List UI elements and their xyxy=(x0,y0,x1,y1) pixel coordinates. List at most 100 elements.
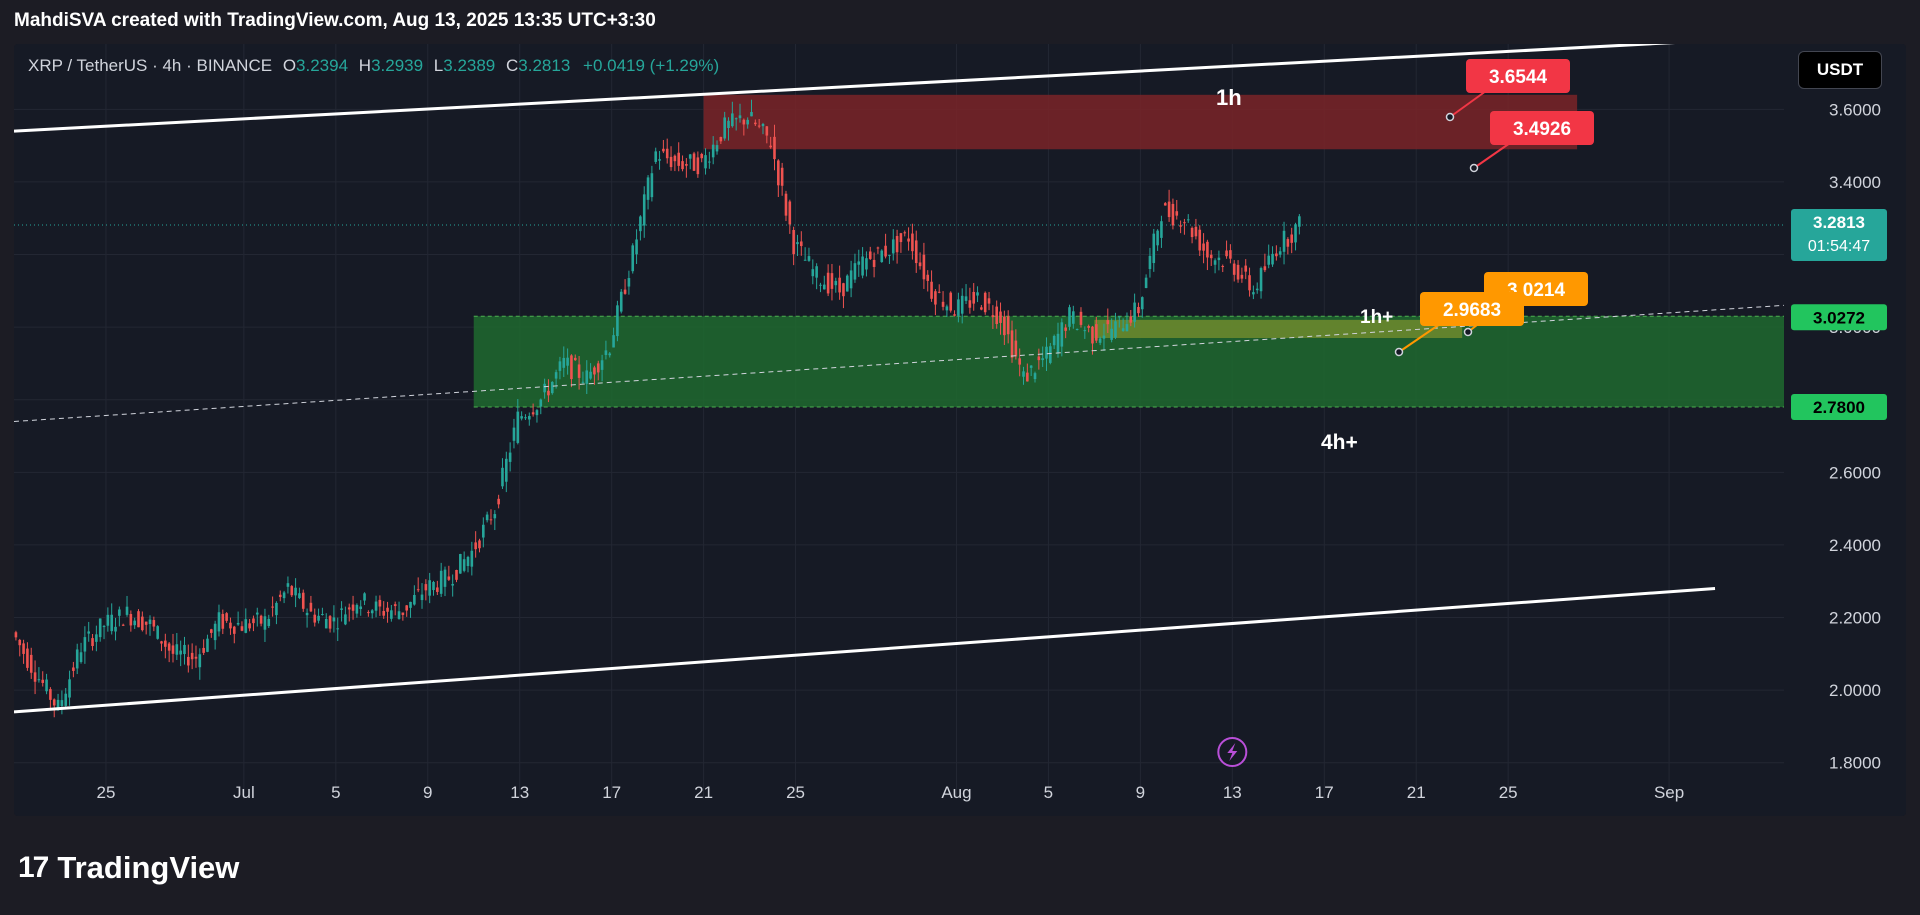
candle-body xyxy=(255,612,259,615)
candle-body xyxy=(1167,201,1171,218)
candle-body xyxy=(769,145,772,148)
candle-body xyxy=(485,514,489,521)
candle-body xyxy=(711,144,715,158)
candle-body xyxy=(505,458,508,482)
candle-body xyxy=(278,594,282,597)
small-zone xyxy=(1094,319,1463,339)
candle-body xyxy=(432,582,435,591)
candle-body xyxy=(792,230,795,255)
candle-body xyxy=(1232,263,1236,275)
candle-body xyxy=(1140,297,1144,310)
candle-body xyxy=(252,618,255,624)
candle-body xyxy=(18,639,22,646)
candle-body xyxy=(1137,307,1140,314)
candle-body xyxy=(899,233,903,243)
candle-body xyxy=(788,201,792,225)
candle-body xyxy=(190,652,194,660)
y-tick-label-7: 2.2000 xyxy=(1829,609,1881,628)
candle-body xyxy=(1282,230,1286,252)
candle-body xyxy=(1152,233,1156,264)
candle-body xyxy=(114,626,117,632)
candle-body xyxy=(907,238,910,242)
candle-body xyxy=(566,357,569,366)
candle-body xyxy=(1083,330,1087,332)
candle-body xyxy=(271,606,274,608)
candle-body xyxy=(1183,222,1186,224)
price-chart[interactable]: 3.65443.49263.02142.96831h1h+4h+3.60003.… xyxy=(14,44,1906,816)
candle-body xyxy=(424,584,428,591)
candle-body xyxy=(470,550,474,567)
candle-body xyxy=(822,284,826,290)
low-value: 3.2389 xyxy=(443,56,496,75)
high-value: 3.2939 xyxy=(371,56,424,75)
candle-body xyxy=(884,245,887,257)
candle-body xyxy=(1236,264,1240,280)
candle-body xyxy=(313,614,317,623)
candle-body xyxy=(148,619,152,625)
currency-button[interactable]: USDT xyxy=(1798,51,1882,89)
candle-body xyxy=(370,610,374,614)
candle-body xyxy=(144,621,148,625)
channel-lower-line xyxy=(14,586,1716,714)
candle-body xyxy=(393,604,397,607)
candle-body xyxy=(447,576,451,580)
candle-body xyxy=(156,626,159,639)
candle-body xyxy=(1022,371,1025,377)
candle-body xyxy=(535,410,539,416)
candle-body xyxy=(838,277,841,293)
candle-body xyxy=(22,643,25,654)
annotation-4h-plus: 4h+ xyxy=(1321,431,1358,454)
candle-body xyxy=(390,610,393,619)
candle-body xyxy=(616,305,619,337)
x-tick-label-3: 9 xyxy=(423,783,432,802)
candle-body xyxy=(991,315,995,318)
candle-body xyxy=(911,233,914,252)
candle-body xyxy=(1003,316,1006,336)
support-top-badge-box xyxy=(1791,304,1887,331)
candle-body xyxy=(976,292,979,296)
candle-body xyxy=(401,612,405,615)
candle-body xyxy=(1229,250,1232,259)
candle-body xyxy=(236,623,240,625)
candle-body xyxy=(934,291,937,305)
open-value: 3.2394 xyxy=(296,56,349,75)
candle-body xyxy=(953,314,956,316)
candle-body xyxy=(876,247,880,249)
candle-body xyxy=(363,593,366,601)
candle-body xyxy=(815,266,818,278)
candle-body xyxy=(754,122,757,125)
candle-body xyxy=(301,592,305,609)
high-label: H xyxy=(358,56,372,75)
candle-body xyxy=(673,155,677,162)
candle-body xyxy=(980,307,983,310)
candle-body xyxy=(56,699,60,708)
candle-body xyxy=(750,112,753,117)
open-label: O xyxy=(282,56,297,75)
candle-body xyxy=(1049,346,1052,363)
candle-body xyxy=(198,654,202,668)
y-tick-label-0: 3.6000 xyxy=(1829,100,1881,119)
candle-body xyxy=(830,273,834,289)
candle-body xyxy=(635,239,638,255)
candle-body xyxy=(171,645,175,654)
candle-body xyxy=(922,254,926,280)
candle-body xyxy=(179,650,182,655)
candle-body xyxy=(244,619,248,633)
candle-body xyxy=(29,654,33,673)
chart-panel[interactable]: 3.6544 3.4926 3.0214 2.9683 1h 1h+ 4h+ 3.6000 3.… xyxy=(14,44,1906,816)
candle-body xyxy=(95,634,98,642)
candle-body xyxy=(240,626,244,631)
candle-body xyxy=(305,612,309,616)
symbol-name[interactable]: XRP / TetherUS · 4h · BINANCE xyxy=(28,56,273,75)
candles xyxy=(14,99,1301,718)
candle-body xyxy=(995,306,998,325)
candle-body xyxy=(796,242,799,245)
candle-body xyxy=(692,153,696,171)
candle-body xyxy=(811,269,815,277)
candle-body xyxy=(696,157,700,175)
candle-body xyxy=(746,119,749,125)
tradingview-mark-icon: 17 xyxy=(18,851,49,884)
candle-body xyxy=(888,254,891,256)
price-axis-background xyxy=(1784,44,1906,816)
candle-body xyxy=(1018,358,1021,365)
